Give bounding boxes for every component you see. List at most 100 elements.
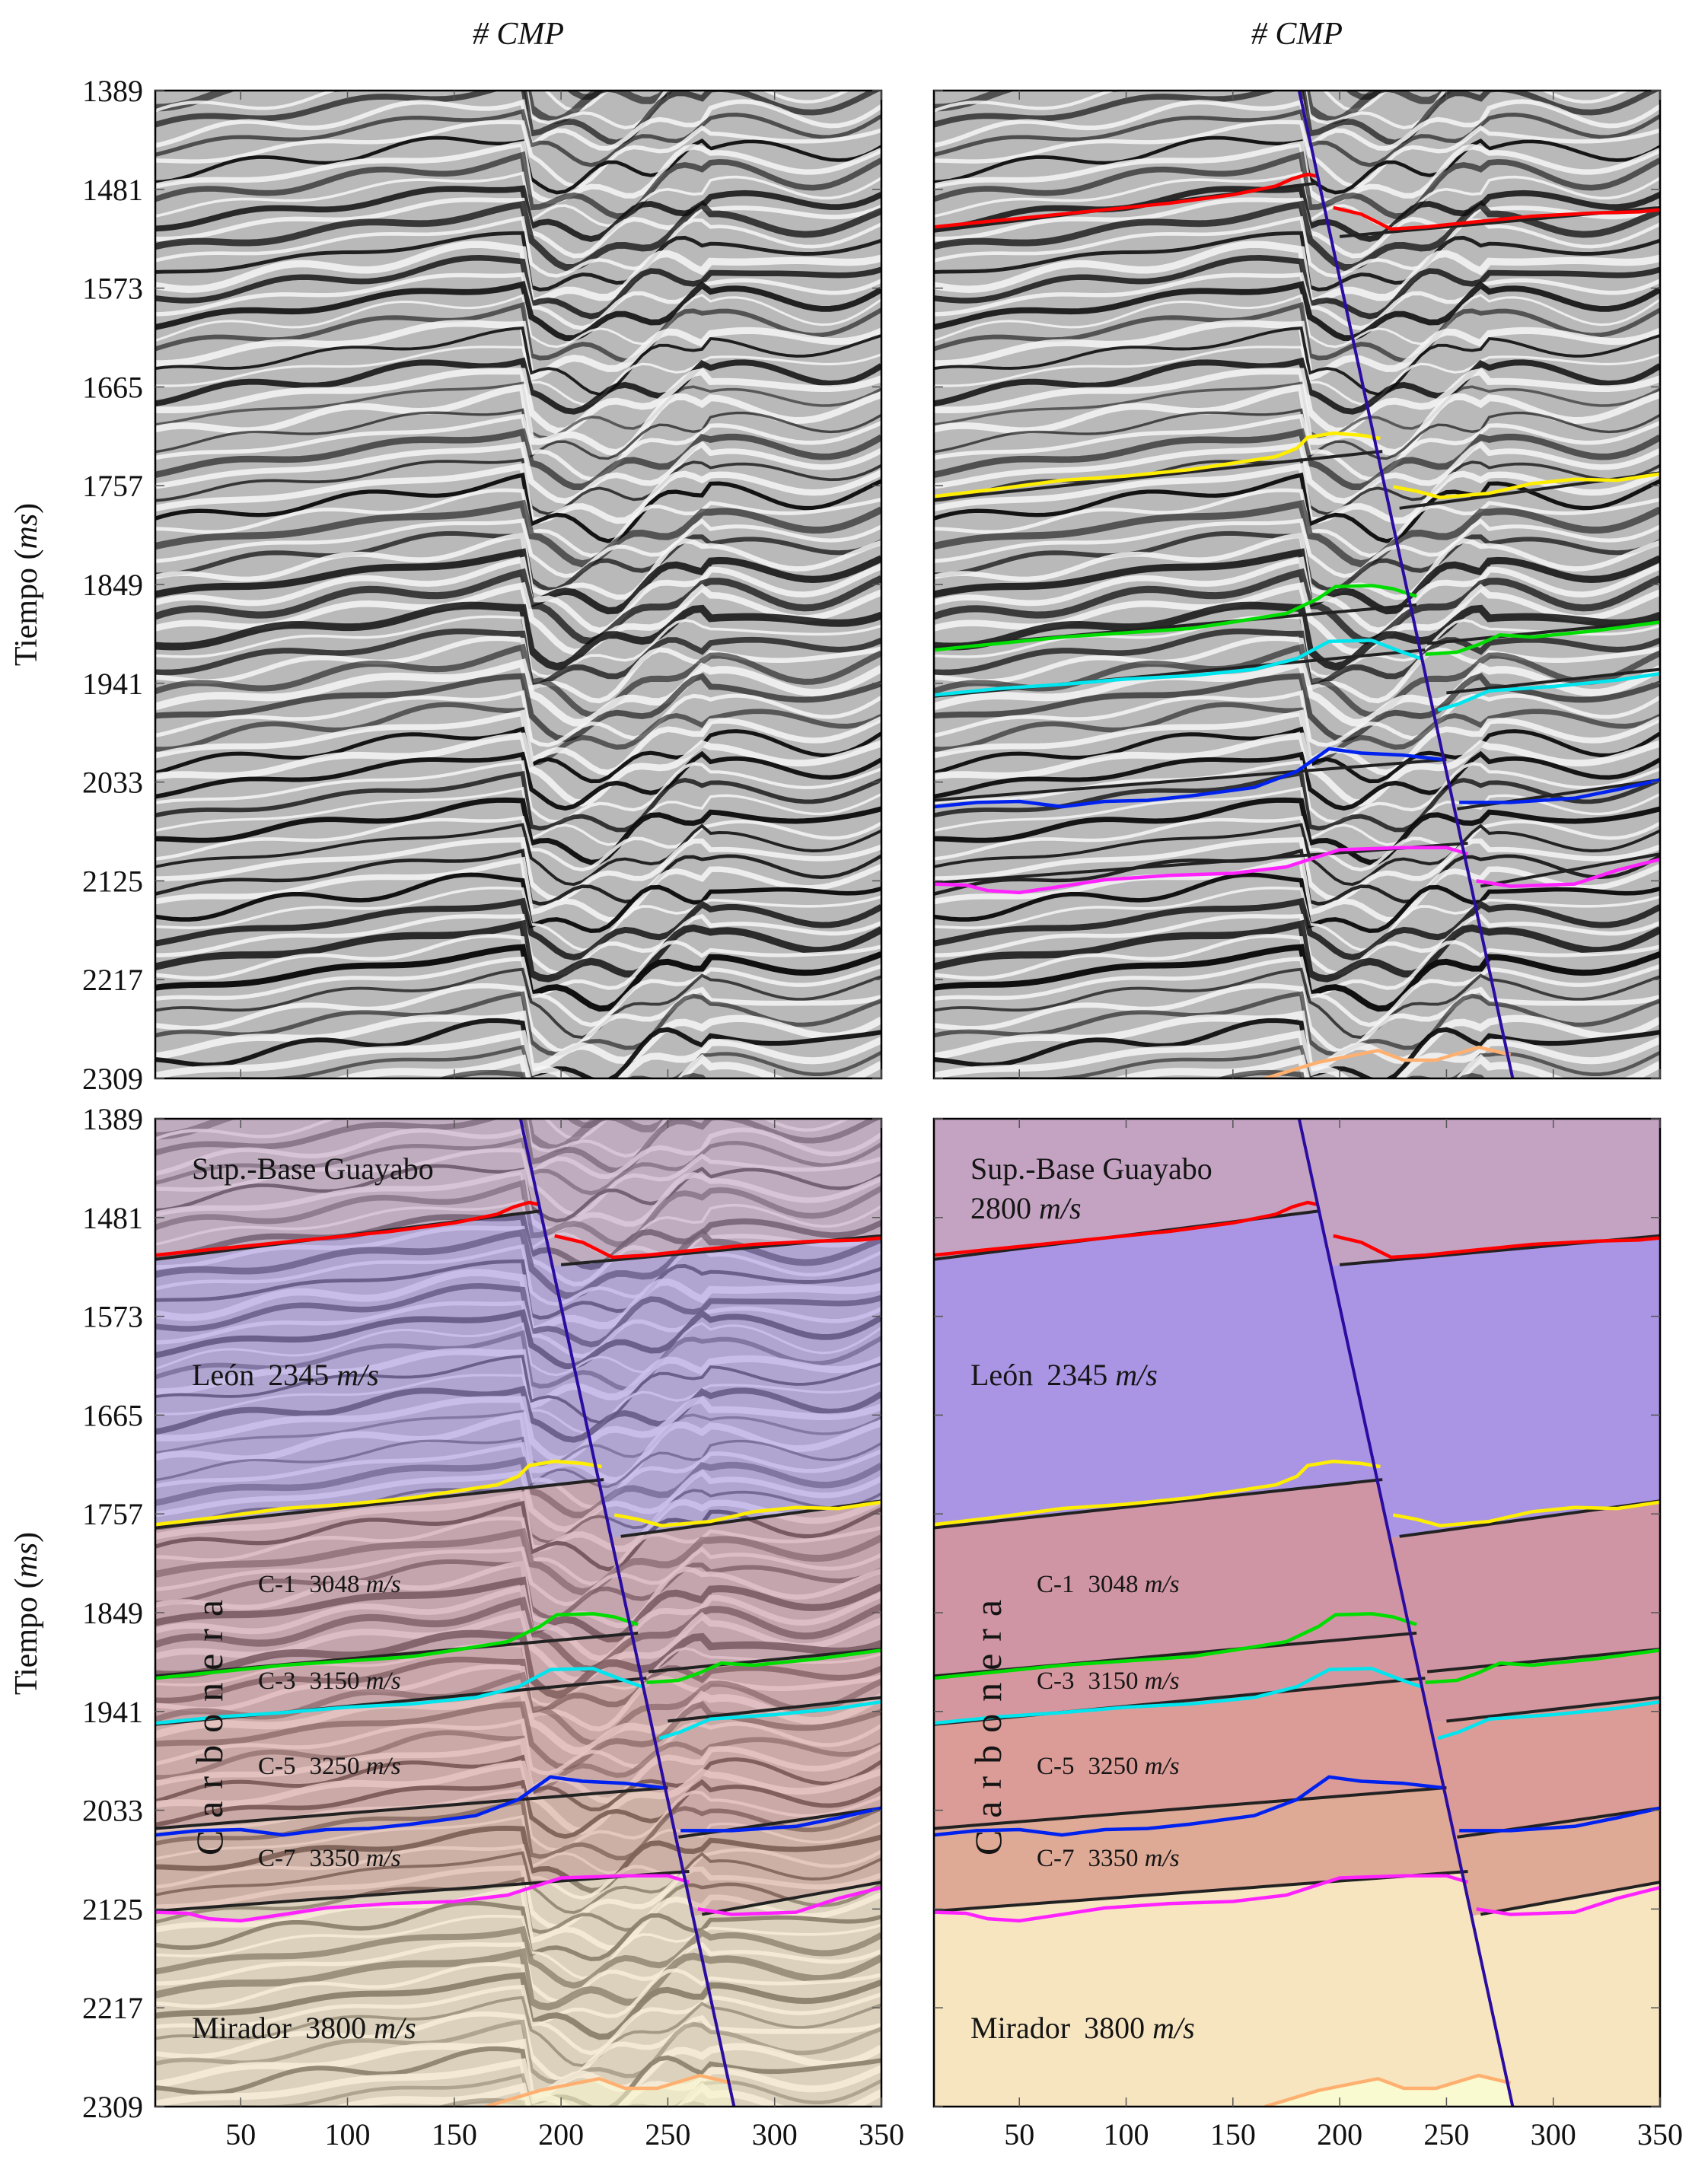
seismic-reflector (155, 428, 881, 490)
horizon-blue-left (934, 1775, 1443, 1837)
seismic-reflector (155, 760, 881, 823)
horizon-magenta-left (934, 846, 1469, 895)
seismic-reflector (436, 1069, 707, 1078)
seismic-reflector (155, 463, 881, 524)
horizon-magenta-right (697, 1886, 881, 1916)
seismic-reflector (155, 1030, 881, 1078)
x-axis-title-left: # CMP (473, 17, 564, 52)
seismic-reflector (155, 185, 881, 242)
seismic-reflector (934, 836, 1660, 902)
seismic-reflector (934, 897, 1660, 961)
seismic-reflector (155, 836, 881, 902)
layer-fill (520, 1235, 881, 1600)
horizon-green-right (646, 1648, 881, 1684)
seismic-reflector (155, 658, 881, 727)
y-axis-label-unit: ms (9, 1543, 44, 1578)
seismic-reflector (155, 119, 881, 189)
seismic-reflector (934, 673, 1660, 743)
seismic-reflector (934, 690, 1660, 747)
seismic-reflector (934, 99, 1660, 151)
x-tick-label: 50 (225, 2117, 256, 2151)
seismic-reflector (934, 635, 1660, 704)
seismic-reflector (155, 518, 881, 578)
y-tick-label: 1849 (82, 568, 143, 602)
seismic-reflector (155, 556, 881, 634)
seismic-reflector (155, 750, 881, 811)
seismic-reflector (155, 601, 881, 671)
seismic-reflector (155, 628, 881, 690)
seismic-reflector (155, 384, 881, 457)
lower-zone (486, 2075, 732, 2107)
x-tick-label: 250 (1423, 2117, 1469, 2151)
seismic-reflector (934, 346, 1660, 406)
seismic-reflector (155, 856, 881, 923)
seismic-reflector (934, 1018, 1660, 1078)
seismic-reflector (934, 255, 1660, 320)
y-tick-label: 2033 (82, 766, 143, 800)
seismic-reflector (934, 849, 1660, 906)
y-axis-label-top: Tiempo (ms) (9, 503, 44, 666)
panel-seismic-interpreted (934, 91, 1660, 1078)
layer-fill-below-mirador (486, 2075, 732, 2107)
x-tick-label: 200 (1317, 2117, 1362, 2151)
seismic-reflector (155, 673, 881, 743)
seismic-reflector (155, 99, 881, 151)
horizon-green-left (934, 1612, 1417, 1680)
horizon-trend-blue (934, 757, 1447, 802)
seismic-reflector (155, 702, 881, 766)
label-leon: León 2345 m/s (970, 1358, 1158, 1392)
y-tick-label: 1665 (82, 1398, 143, 1432)
seismic-reflector (155, 346, 881, 406)
seismic-reflector (934, 171, 1660, 228)
seismic-reflector (155, 320, 881, 382)
y-tick-label: 1573 (82, 1300, 143, 1334)
fault-line (1297, 91, 1515, 1078)
horizon-blue-left (155, 1775, 664, 1837)
seismic-reflector (155, 709, 881, 776)
y-tick-label: 1941 (82, 1695, 143, 1729)
seismic-reflector (155, 770, 881, 833)
x-tick-label: 100 (325, 2117, 371, 2151)
seismic-reflector (934, 326, 1660, 396)
seismic-reflector (155, 919, 881, 983)
label-c5: C-5 3250 m/s (1037, 1753, 1180, 1780)
horizon-blue-left (934, 747, 1443, 809)
panel-content (155, 91, 881, 1078)
seismic-reflector (934, 913, 1660, 976)
x-tick-label: 250 (645, 2117, 690, 2151)
seismic-reflector (155, 240, 881, 307)
y-tick-label: 2033 (82, 1794, 143, 1828)
horizon-yellow-left (155, 1459, 602, 1527)
y-tick-label: 1481 (82, 173, 143, 207)
seismic-reflector (1215, 1069, 1486, 1078)
seismic-reflector (934, 967, 1660, 1040)
horizon-yellow-right (1392, 472, 1660, 499)
seismic-reflector (155, 568, 881, 645)
seismic-reflector (934, 499, 1660, 568)
horizon-trend-yellow (155, 1478, 604, 1530)
seismic-reflector (155, 2161, 881, 2169)
seismic-reflector (155, 944, 881, 1012)
seismic-reflector (155, 886, 881, 952)
seismic-reflector (934, 413, 1660, 482)
horizon-magenta-right (1476, 858, 1660, 888)
seismic-reflector (934, 151, 1660, 220)
y-tick-label: 2217 (82, 1991, 143, 2025)
seismic-reflector (934, 702, 1660, 766)
x-tick-label: 300 (1531, 2117, 1576, 2151)
horizon-red-right (1333, 205, 1660, 231)
seismic-reflector (155, 956, 881, 1027)
layer-labels-left: Sup.-Base Guayabo León 2345 m/s C-1 3048 m… (188, 1151, 434, 2045)
seismic-reflector (155, 615, 881, 678)
seismic-reflector (155, 231, 881, 291)
seismic-reflector (155, 215, 881, 278)
seismic-reflector (155, 413, 881, 482)
horizon-trend-green (648, 1647, 881, 1674)
x-tick-label: 350 (859, 2117, 904, 2151)
label-c5: C-5 3250 m/s (258, 1753, 401, 1780)
seismic-reflector (155, 690, 881, 747)
seismic-reflector (155, 797, 881, 865)
horizon-trend-magenta (1480, 852, 1660, 888)
layer-fill (1299, 1235, 1660, 1600)
label-c1: C-1 3048 m/s (258, 1571, 401, 1598)
